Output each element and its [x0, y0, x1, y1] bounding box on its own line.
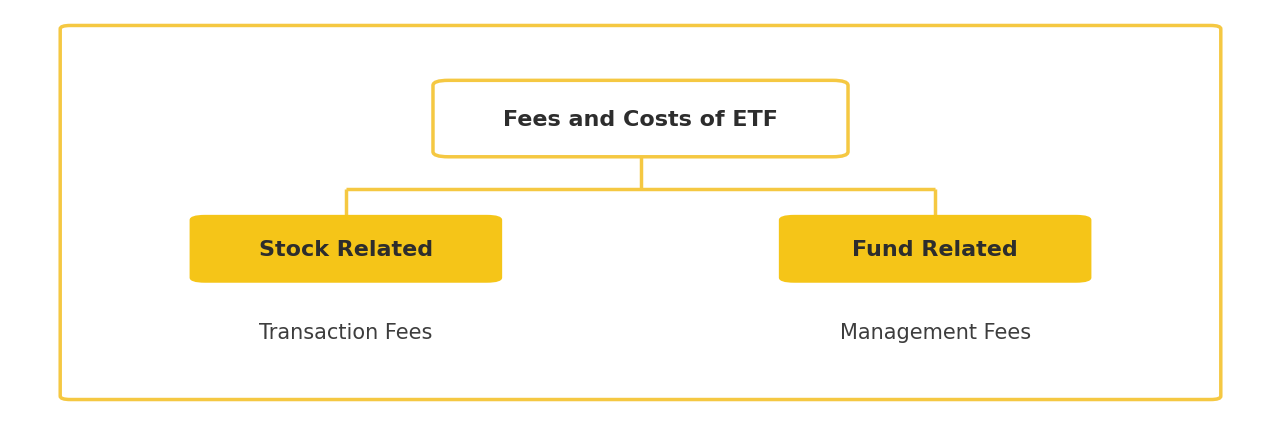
Text: Management Fees: Management Fees: [839, 322, 1031, 342]
Text: Transaction Fees: Transaction Fees: [259, 322, 433, 342]
FancyBboxPatch shape: [779, 216, 1091, 283]
Text: Fund Related: Fund Related: [852, 239, 1018, 259]
FancyBboxPatch shape: [433, 81, 848, 158]
FancyBboxPatch shape: [190, 216, 502, 283]
Text: Stock Related: Stock Related: [259, 239, 433, 259]
FancyBboxPatch shape: [60, 26, 1221, 400]
Text: Fees and Costs of ETF: Fees and Costs of ETF: [503, 109, 778, 129]
